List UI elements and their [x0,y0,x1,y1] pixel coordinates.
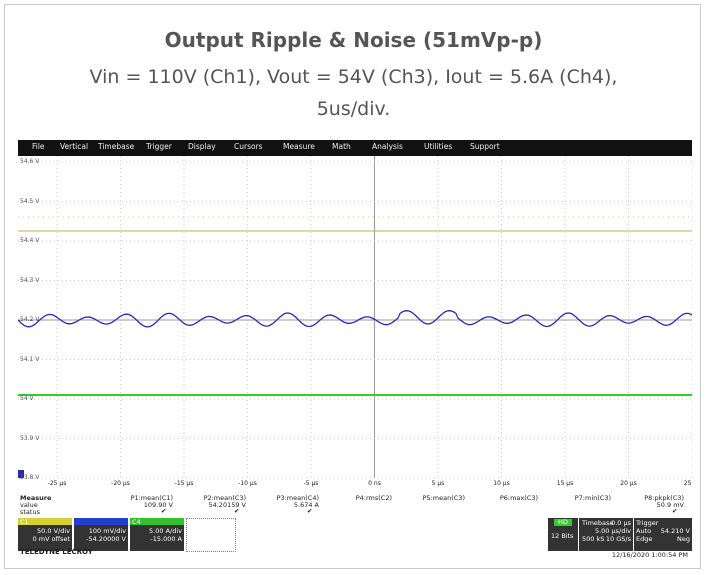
brand: TELEDYNE LECROY [20,548,93,556]
measure-value: 5.674 A [293,501,319,509]
measure-row-label: status [20,508,40,516]
plot [18,156,692,479]
menu-item[interactable]: Math [332,142,351,151]
menu-item[interactable]: Support [470,142,500,151]
y-axis-label: 54.4 V [20,237,40,244]
timebase-div: 5.00 µs/div [594,527,631,535]
x-axis-label: -15 µs [174,480,194,487]
bits: 12 Bits [551,532,574,540]
trigger-level: 54.210 V [660,527,690,535]
timebase-samples: 500 kS [582,535,605,543]
measure-value: 50.9 mV [656,501,684,509]
menu-item[interactable]: Display [188,142,216,151]
x-axis-label: 0 ns [368,480,381,487]
x-axis-label: 15 µs [556,480,574,487]
trigger-box [634,518,692,551]
y-axis-label: 54 V [20,395,34,402]
measure-param: P6:max(C3) [499,494,538,502]
measure-param: P2:mean(C3) [203,494,246,502]
y-axis-label: 53.9 V [20,434,40,442]
caption-line: Vin = 110V (Ch1), Vout = 54V (Ch3), Iout… [89,66,618,88]
measure-value: 109.90 V [143,501,173,509]
status-check: ✔ [234,507,240,515]
y-axis-label: 54.5 V [20,197,40,205]
x-axis-label: 5 µs [431,480,445,487]
menu-item[interactable]: Trigger [146,142,172,151]
y-axis-label: 54.1 V [20,355,40,363]
figure-frame [4,4,701,569]
timebase-delay: 0.0 µs [611,519,631,527]
caption-title: Output Ripple & Noise (51mVp-p) [164,28,543,52]
y-axis-label: 54.3 V [20,276,40,284]
measure-value: 54.20159 V [208,501,246,509]
channel-offset: 0 mV offset [32,535,70,543]
channel-offset: -15.000 A [150,535,182,543]
ch3-trace [18,310,692,328]
channel-scale: 5.00 A/div [149,527,182,535]
ground-marker [18,470,24,478]
x-axis-label: -5 µs [303,480,319,487]
measure-param: P5:mean(C3) [422,494,465,502]
channel-box: C1 50.0 V/div 0 mV offset [18,518,72,551]
x-axis-label: 25 µs [683,480,692,487]
measure-param: P8:pkpk(C3) [644,494,684,502]
measure-row-label: value [20,501,38,509]
x-axis-label: -20 µs [111,480,130,487]
hd-badge [554,519,572,526]
channel-box: C4 5.00 A/div -15.000 A [130,518,184,551]
trigger-slope: Neg [677,535,690,543]
trigger-title: Trigger [636,519,659,527]
measure-param: P7:min(C3) [574,494,611,502]
status-check: ✔ [161,507,167,515]
channel-label: C4 [132,518,141,526]
empty-channel-slot [186,518,236,552]
caption-line: 5us/div. [316,98,391,120]
x-axis-label: -25 µs [47,480,67,487]
channel-box: 100 mV/div -54.20000 V [74,518,128,551]
channel-scale: 100 mV/div [88,527,126,535]
measure-header: Measure [20,494,52,502]
menu-item[interactable]: Timebase [98,142,135,151]
timebase-rate: 10 GS/s [605,535,631,543]
y-axis-label: 54.2 V [20,316,40,323]
x-axis-label: 10 µs [493,480,510,487]
menu-item[interactable]: Utilities [424,142,453,151]
menu-item[interactable]: File [32,142,45,151]
timebase-box [579,518,633,551]
channel-scale: 50.0 V/div [37,527,70,535]
menu-item[interactable]: Analysis [372,142,403,151]
measure-param: P3:mean(C4) [276,494,319,502]
y-axis-label: 54.6 V [20,158,40,165]
menu-item[interactable]: Measure [283,142,315,151]
measure-param: P4:rms(C2) [355,494,392,502]
status-check: ✔ [672,507,678,515]
menu-item[interactable]: Cursors [234,142,263,151]
trigger-type: Edge [636,535,653,543]
trigger-mode: Auto [636,527,652,535]
status-check: ✔ [307,507,313,515]
timebase-title: Timebase [582,519,614,527]
channel-offset: -54.20000 V [86,535,126,543]
x-axis-label: 20 µs [620,480,637,487]
x-axis-label: -10 µs [238,480,257,487]
oscilloscope-screen: File Vertical Timebase Trigger Display Cursor… [18,140,692,558]
measure-param: P1:mean(C1) [130,494,173,502]
menu-bar: File Vertical Timebase Trigger Display Cursor… [18,140,692,156]
hd-label: HD [558,518,568,526]
channel-label: C1 [20,518,29,526]
timestamp: 12/16/2020 1:00:54 PM [611,551,688,558]
menu-item[interactable]: Vertical [60,142,89,151]
y-axis-label: 53.8 V [20,474,40,481]
